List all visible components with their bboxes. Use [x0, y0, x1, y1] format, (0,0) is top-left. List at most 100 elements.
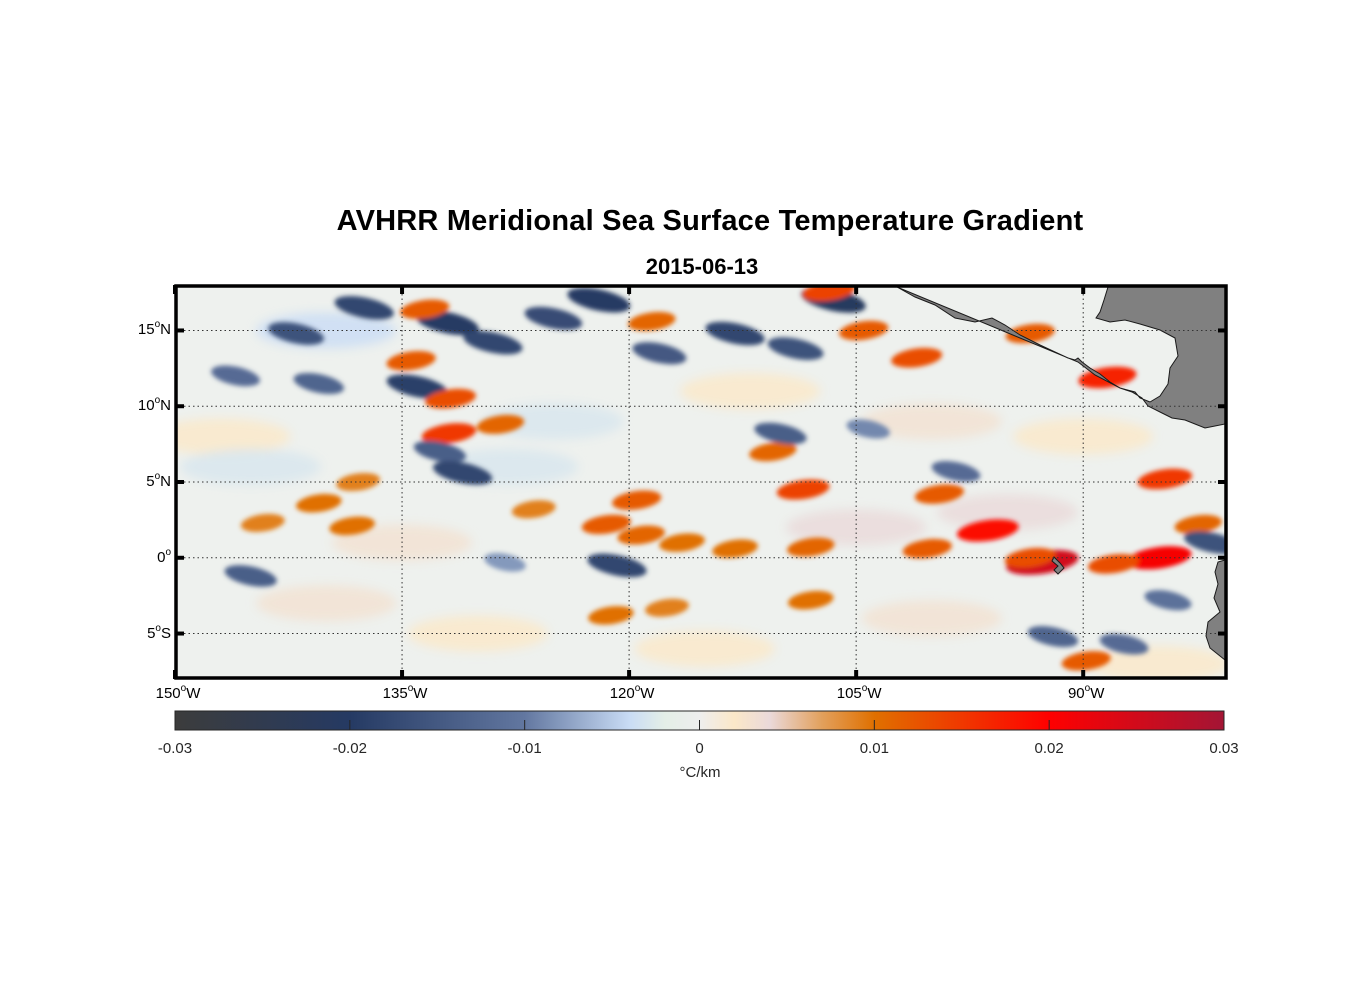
- gradient-feature: [329, 516, 375, 536]
- tick-hemisphere: W: [186, 685, 201, 702]
- tick-hemisphere: W: [640, 685, 655, 702]
- gradient-feature: [1144, 590, 1192, 611]
- x-tick-label: 150oW: [138, 683, 218, 703]
- gradient-feature: [524, 306, 583, 330]
- gradient-feature: [334, 295, 394, 320]
- background-blob: [680, 373, 821, 410]
- x-tick-label: 90oW: [1046, 683, 1126, 703]
- tick-degree: 105: [836, 685, 862, 702]
- degree-symbol: o: [1084, 683, 1091, 694]
- background-blob: [256, 585, 397, 622]
- tick-hemisphere: N: [160, 473, 171, 490]
- gradient-feature: [632, 342, 687, 365]
- gradient-feature: [476, 414, 525, 434]
- degree-symbol: o: [154, 395, 161, 407]
- tick-hemisphere: W: [413, 685, 428, 702]
- gradient-feature: [712, 539, 758, 558]
- degree-symbol: o: [154, 471, 161, 482]
- background-blob: [861, 403, 1002, 440]
- gradient-feature: [776, 479, 830, 500]
- gradient-feature: [705, 321, 765, 346]
- gradient-feature: [1137, 468, 1193, 490]
- gradient-feature: [1087, 553, 1139, 574]
- tick-hemisphere: N: [160, 321, 171, 339]
- gradient-feature: [463, 330, 523, 355]
- tick-hemisphere: W: [867, 685, 882, 702]
- gradient-feature: [957, 519, 1019, 542]
- gradient-feature: [425, 388, 476, 409]
- gradient-feature: [268, 322, 324, 345]
- tick-degree: 120: [609, 685, 635, 702]
- gradient-feature: [511, 500, 556, 519]
- gradient-feature: [767, 337, 824, 360]
- gradient-feature: [1099, 633, 1149, 655]
- background-blob: [634, 630, 775, 667]
- x-tick-label: 135oW: [365, 683, 445, 703]
- tick-hemisphere: N: [160, 397, 171, 415]
- tick-degree: 90: [1067, 685, 1085, 702]
- gradient-feature: [1174, 514, 1222, 534]
- gradient-feature: [645, 598, 689, 617]
- land-galapagos: [1051, 556, 1065, 575]
- tick-degree: 15: [137, 321, 155, 339]
- gradient-feature: [617, 525, 665, 545]
- gradient-feature: [802, 287, 856, 302]
- gradient-feature: [588, 606, 634, 625]
- gradient-feature: [211, 365, 260, 387]
- gradient-feature: [224, 565, 277, 587]
- x-tick-label: 120oW: [592, 683, 672, 703]
- tick-degree: 5: [146, 473, 155, 490]
- gradient-feature: [891, 347, 943, 368]
- axis-ticks: [173, 285, 1227, 679]
- gradient-feature: [400, 299, 450, 319]
- gradient-feature: [386, 351, 436, 371]
- degree-symbol: o: [407, 683, 414, 694]
- gradient-feature: [421, 423, 477, 444]
- gradient-feature: [1126, 546, 1192, 570]
- colorbar-tick-label: -0.03: [157, 740, 193, 757]
- colorbar: [174, 710, 1225, 731]
- gradient-feature: [931, 461, 981, 482]
- background-blob: [180, 448, 321, 485]
- colorbar-tick-label: 0: [695, 740, 704, 757]
- background-blob: [177, 418, 291, 455]
- gradient-feature: [1061, 651, 1111, 671]
- gradient-feature: [567, 287, 631, 313]
- degree-symbol: o: [154, 319, 161, 331]
- chart-title: AVHRR Meridional Sea Surface Temperature…: [336, 205, 1084, 237]
- background-blob: [937, 494, 1078, 531]
- gradient-feature: [659, 533, 705, 552]
- gradient-feature: [336, 472, 381, 492]
- gradient-feature: [1005, 323, 1055, 344]
- gradient-feature: [240, 513, 285, 532]
- x-tick-label: 105oW: [819, 684, 899, 703]
- y-tick-label: 10oN: [111, 395, 171, 415]
- tick-degree: 135: [382, 685, 408, 702]
- y-tick-label: 0o: [111, 547, 171, 566]
- degree-symbol: o: [634, 683, 641, 694]
- gradient-features: [211, 287, 1225, 671]
- land-central-america: [896, 287, 1225, 429]
- gradient-feature: [749, 442, 797, 462]
- background-blob: [483, 403, 624, 440]
- gradient-feature: [612, 490, 662, 510]
- colorbar-tick-label: 0.02: [1034, 740, 1064, 757]
- gradient-feature: [1184, 531, 1225, 554]
- y-tick-label: 5oS: [111, 623, 171, 642]
- colorbar-unit-label: °C/km: [679, 764, 721, 781]
- degree-symbol: o: [180, 683, 187, 694]
- colorbar-tick-label: -0.01: [507, 740, 542, 757]
- y-tick-label: 5oN: [111, 471, 171, 491]
- gradient-feature: [787, 590, 834, 610]
- tick-degree: 5: [147, 624, 156, 642]
- colorbar-ticks: [349, 720, 1050, 730]
- colorbar-tick-label: 0.01: [859, 740, 889, 757]
- gradient-feature: [902, 538, 952, 559]
- y-tick-label: 15oN: [111, 319, 171, 339]
- gradient-feature: [581, 514, 631, 535]
- gradient-feature: [413, 440, 466, 463]
- gradient-feature: [914, 484, 964, 504]
- tick-hemisphere: S: [160, 624, 171, 642]
- gradient-feature: [432, 461, 493, 485]
